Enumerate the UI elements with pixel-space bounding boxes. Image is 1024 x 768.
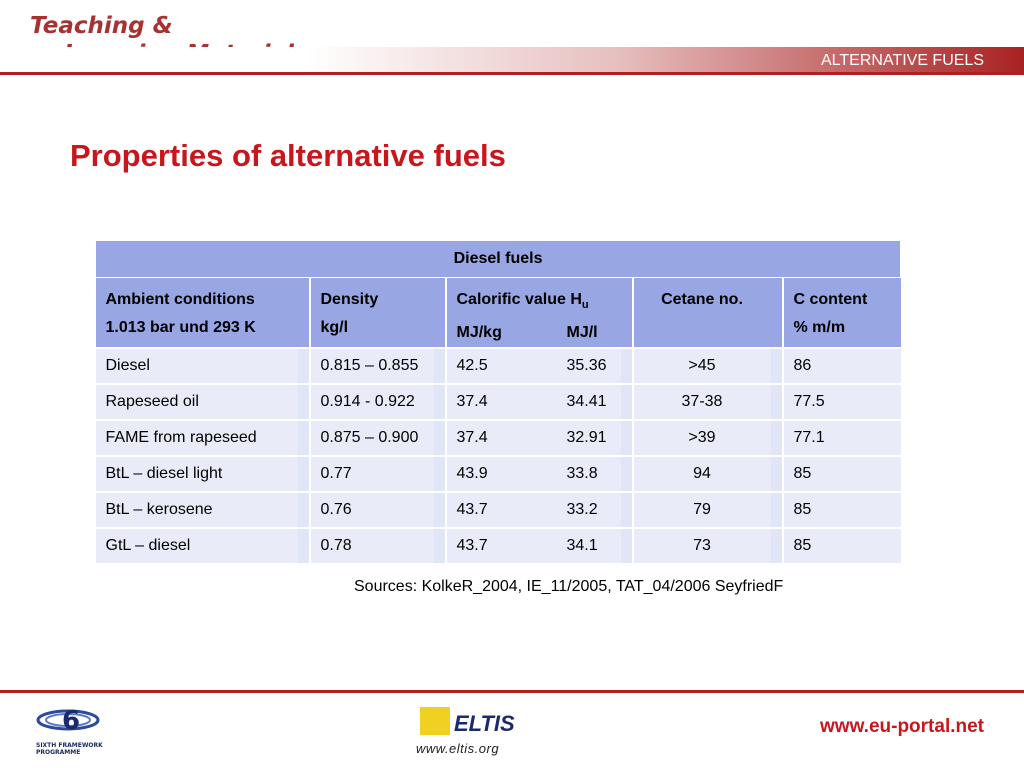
cell-fuel: BtL – kerosene <box>95 492 298 530</box>
cell-density: 0.76 <box>308 492 434 530</box>
cell-calorific: 43.7 33.2 <box>444 492 621 530</box>
brand-line-1: Teaching & <box>30 13 173 39</box>
cell-c-content: 85 <box>781 456 901 494</box>
cell-fuel: Rapeseed oil <box>95 384 298 422</box>
cell-cetane: 37-38 <box>631 384 771 422</box>
table-row: BtL – kerosene 0.76 43.7 33.2 79 85 <box>95 492 901 530</box>
cell-calorific: 43.7 34.1 <box>444 528 621 566</box>
table-row: GtL – diesel 0.78 43.7 34.1 73 85 <box>95 528 901 566</box>
cell-fuel: FAME from rapeseed <box>95 420 298 458</box>
cell-fuel: GtL – diesel <box>95 528 298 566</box>
cell-fuel: Diesel <box>95 348 298 386</box>
eltis-bus-icon <box>420 707 450 735</box>
fp6-line-1: SIXTH FRAMEWORK <box>36 742 103 749</box>
cell-calorific: 42.5 35.36 <box>444 348 621 386</box>
fp6-line-2: PROGRAMME <box>36 749 81 756</box>
eltis-url[interactable]: www.eltis.org <box>416 741 500 756</box>
header-divider <box>0 72 1024 75</box>
header-cetane: Cetane no. <box>631 277 771 350</box>
cell-density: 0.875 – 0.900 <box>308 420 434 458</box>
cell-density: 0.78 <box>308 528 434 566</box>
cell-fuel: BtL – diesel light <box>95 456 298 494</box>
cell-cetane: 79 <box>631 492 771 530</box>
header-calorific: Calorific value Hu MJ/kg MJ/l <box>444 277 621 350</box>
svg-text:6: 6 <box>62 706 80 736</box>
header-density: Density kg/l <box>308 277 434 350</box>
section-label: ALTERNATIVE FUELS <box>821 52 984 69</box>
sources-note: Sources: KolkeR_2004, IE_11/2005, TAT_04… <box>354 578 784 595</box>
table-row: Rapeseed oil 0.914 - 0.922 37.4 34.41 37-38 7… <box>95 384 901 422</box>
cell-density: 0.815 – 0.855 <box>308 348 434 386</box>
table-caption: Diesel fuels <box>94 240 902 278</box>
cell-calorific: 43.9 33.8 <box>444 456 621 494</box>
eltis-name: ELTIS <box>454 711 515 736</box>
cell-cetane: >45 <box>631 348 771 386</box>
cell-cetane: >39 <box>631 420 771 458</box>
cell-c-content: 77.1 <box>781 420 901 458</box>
page-title: Properties of alternative fuels <box>70 138 506 173</box>
cell-c-content: 86 <box>781 348 901 386</box>
fuel-properties-table: Diesel fuels Ambient conditions 1.013 bar… <box>94 240 902 566</box>
cell-calorific: 37.4 32.91 <box>444 420 621 458</box>
table-header-row: Ambient conditions 1.013 bar und 293 K De… <box>95 277 901 350</box>
header-bar <box>0 47 1024 75</box>
cell-cetane: 94 <box>631 456 771 494</box>
cell-c-content: 85 <box>781 528 901 566</box>
cell-density: 0.914 - 0.922 <box>308 384 434 422</box>
header-ambient: Ambient conditions 1.013 bar und 293 K <box>95 277 298 350</box>
cell-c-content: 77.5 <box>781 384 901 422</box>
table-row: Diesel 0.815 – 0.855 42.5 35.36 >45 86 <box>95 348 901 386</box>
table-row: FAME from rapeseed 0.875 – 0.900 37.4 32.91… <box>95 420 901 458</box>
cell-calorific: 37.4 34.41 <box>444 384 621 422</box>
fp6-icon: 6 <box>36 706 100 736</box>
cell-cetane: 73 <box>631 528 771 566</box>
eu-portal-link[interactable]: www.eu-portal.net <box>820 716 984 737</box>
sixth-framework-logo: 6 SIXTH FRAMEWORK PROGRAMME <box>36 703 103 756</box>
cell-c-content: 85 <box>781 492 901 530</box>
footer-divider <box>0 690 1024 693</box>
cell-density: 0.77 <box>308 456 434 494</box>
header-c-content: C content% m/m <box>781 277 901 350</box>
table-row: BtL – diesel light 0.77 43.9 33.8 94 85 <box>95 456 901 494</box>
